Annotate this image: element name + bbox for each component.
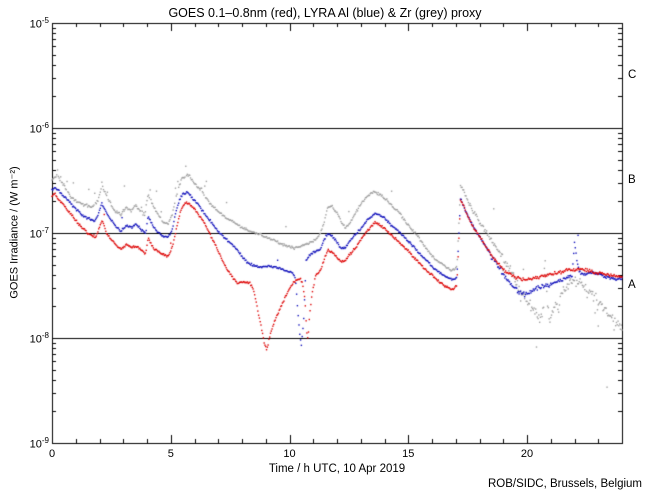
y-tick-label: 10-6	[29, 121, 49, 136]
flare-class-label-a: A	[628, 278, 636, 291]
x-tick-label: 5	[167, 448, 174, 460]
y-tick-label: 10-7	[29, 226, 49, 241]
x-tick-label: 15	[402, 448, 415, 460]
x-tick-label: 20	[520, 448, 534, 460]
x-tick-label: 0	[48, 448, 56, 460]
flare-class-label-b: B	[628, 173, 636, 186]
y-tick-label: 10-8	[29, 331, 49, 346]
y-tick-label: 10-5	[29, 16, 49, 31]
y-tick-label: 10-9	[29, 436, 49, 451]
flare-class-label-c: C	[628, 68, 637, 81]
credit-text: ROB/SIDC, Brussels, Belgium	[487, 478, 642, 490]
chart-title: GOES 0.1–0.8nm (red), LYRA Al (blue) & Z…	[168, 6, 482, 20]
x-axis-label: Time / h UTC, 10 Apr 2019	[268, 463, 406, 475]
x-tick-label: 10	[283, 448, 296, 460]
